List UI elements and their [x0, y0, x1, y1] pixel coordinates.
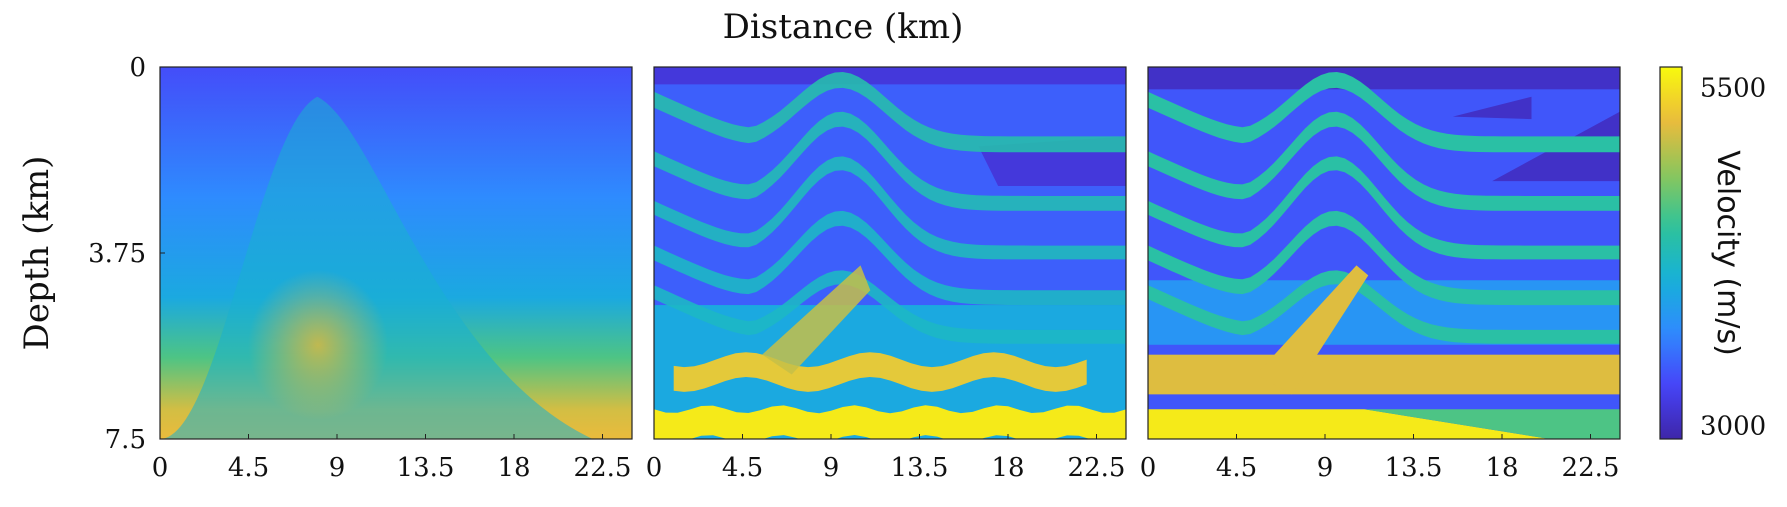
x-tick-label: 4.5 [1216, 453, 1257, 483]
panel3-deep-layer [1148, 409, 1550, 439]
panel2-salt-intrusion [762, 265, 871, 375]
panel3-salt-intrusion [1256, 265, 1369, 395]
panel2-reflector-band [654, 72, 1126, 153]
panel2-reflector-band [654, 111, 1126, 211]
x-tick-label: 0 [1140, 453, 1157, 483]
panel3-low-velocity-wedge [1492, 111, 1620, 182]
panel3-low-velocity-wedge [1452, 96, 1532, 120]
x-tick-label: 22.5 [1068, 453, 1126, 483]
panel3-reflector-band [1148, 72, 1620, 153]
x-tick-label: 22.5 [1562, 453, 1620, 483]
colorbar-tick-label: 3000 [1700, 411, 1766, 441]
ticks: 0 4.5 9 13.5 18 22.5 0 4.5 9 13.5 18 22.5 0 4.5 9 13.5 1… [88, 53, 1619, 483]
y-tick-label: 3.75 [88, 239, 146, 269]
x-tick-label: 13.5 [397, 453, 455, 483]
x-tick-label: 18 [1485, 453, 1518, 483]
x-tick-label: 9 [823, 453, 840, 483]
axes-frame [653, 66, 1127, 440]
x-tick-label: 4.5 [228, 453, 269, 483]
x-tick-label: 13.5 [891, 453, 949, 483]
panel2-top-low-band [654, 67, 1126, 85]
colorbar-label: Velocity (m/s) [1710, 150, 1745, 356]
x-tick-label: 4.5 [722, 453, 763, 483]
x-tick-label: 18 [991, 453, 1024, 483]
panel2-high-velocity-layer [654, 405, 1126, 439]
panel2-reflector-band [654, 210, 1126, 306]
x-tick-label: 0 [152, 453, 169, 483]
x-tick-label: 0 [646, 453, 663, 483]
panel-inverted-model [654, 67, 1126, 439]
x-tick-label: 18 [497, 453, 530, 483]
panel1-peak-highlight [248, 270, 388, 420]
panel2-reflector-band [654, 270, 1126, 344]
y-tick-label: 7.5 [105, 425, 146, 455]
colorbar-ticks: 3000 5500 [1700, 73, 1766, 441]
y-axis-label: Depth (km) [17, 156, 57, 351]
panel3-deep-wedge [1364, 409, 1620, 439]
panel-true-model [1148, 67, 1620, 439]
panel3-reflector-band [1148, 210, 1620, 306]
x-tick-label: 9 [1317, 453, 1334, 483]
colorbar [1659, 66, 1683, 440]
panel3-high-velocity-layer [1148, 354, 1620, 395]
x-tick-label: 13.5 [1385, 453, 1443, 483]
panel2-reflector-band [654, 156, 1126, 260]
panel3-reflector-band [1148, 270, 1620, 344]
panel3-reflector-band [1148, 111, 1620, 211]
chart-title: Distance (km) [723, 7, 964, 47]
y-tick-label: 0 [129, 53, 146, 83]
axes-frame [1147, 66, 1621, 440]
panel3-reflector-band [1148, 156, 1620, 260]
panel3-top-low-band [1148, 67, 1620, 90]
x-tick-label: 9 [329, 453, 346, 483]
panel-smoothed-model [160, 67, 632, 439]
colorbar-tick-label: 5500 [1700, 73, 1766, 103]
x-tick-label: 22.5 [574, 453, 632, 483]
